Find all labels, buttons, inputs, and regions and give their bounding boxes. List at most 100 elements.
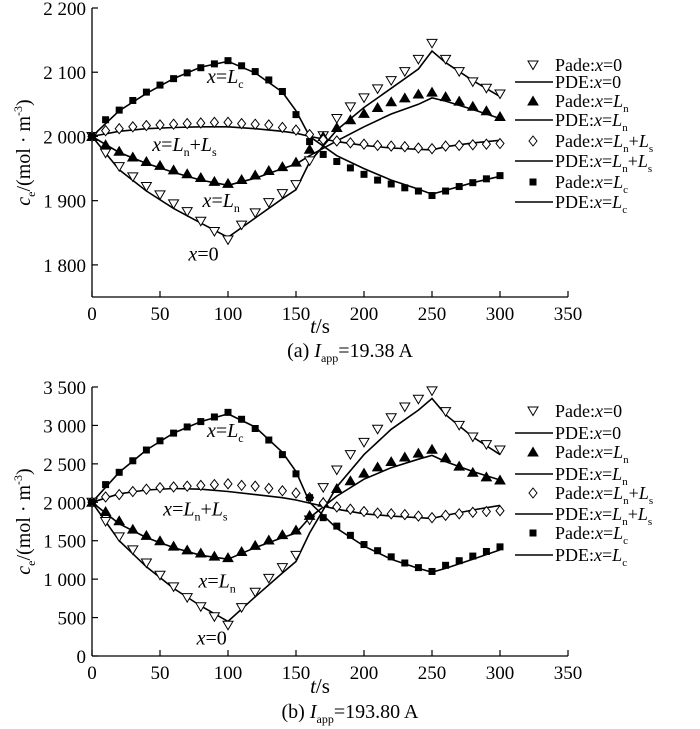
x-tick-label: 300 [486,663,515,684]
pade-markers-xLc [88,408,504,575]
y-axis-label: ce/(mol · m-3) [11,99,38,205]
pade-point-xLc [102,116,110,124]
pade-point-x0 [439,54,452,65]
legend-marker-xLn [527,446,539,457]
legend-entry-pde-xLc: PDE:x=Lc [555,192,627,216]
pade-point-xLnLs [100,491,111,503]
pade-point-xLnLs [182,117,192,130]
pade-point-x0 [290,180,302,191]
pade-point-x0 [113,532,126,543]
pade-point-xLn [249,169,262,180]
pade-point-xLc [251,425,259,433]
pade-point-xLc [482,175,490,183]
pade-point-xLn [194,172,207,183]
pade-point-xLc [265,436,273,444]
pade-point-xLnLs [318,497,328,509]
pade-point-xLc [496,543,504,551]
pade-point-xLc [129,96,137,104]
pade-point-xLnLs [209,478,220,491]
x-tick-label: 0 [87,663,97,684]
pade-point-xLnLs [236,479,247,492]
pade-point-xLn [412,88,425,99]
pade-point-x0 [181,207,194,218]
pade-point-xLc [170,75,178,83]
x-tick-label: 250 [418,304,447,325]
pade-point-xLc [183,423,191,431]
pade-point-xLnLs [400,508,410,521]
pade-point-xLnLs [427,142,437,155]
pade-point-x0 [439,407,452,418]
pade-point-xLnLs [468,506,478,519]
pade-markers-x0 [86,38,506,246]
pade-point-xLc [278,87,286,95]
pade-point-xLc [210,413,218,421]
pade-point-x0 [99,517,112,527]
pade-point-x0 [371,84,384,95]
pade-point-xLn [140,529,153,540]
pade-point-xLn [235,173,248,184]
pade-point-xLn [126,151,139,162]
pade-point-xLc [251,68,259,76]
pade-point-x0 [412,54,425,65]
pade-point-xLnLs [345,503,356,516]
pade-point-xLc [360,541,368,549]
pade-point-x0 [208,226,221,237]
pade-point-x0 [453,420,466,431]
pade-point-xLnLs [332,501,342,513]
pade-point-xLnLs [128,121,138,133]
pade-point-xLn [453,460,466,471]
pade-point-xLc [88,132,96,140]
pade-point-xLc [142,446,150,454]
pade-point-x0 [235,220,248,231]
pade-point-x0 [412,394,425,405]
pade-point-xLc [238,62,246,70]
pade-point-xLnLs [277,484,288,497]
x-tick-label: 50 [151,304,170,325]
pade-markers-xLc [88,57,504,200]
pade-point-xLnLs [168,118,179,131]
legend-entry-pde-x0: PDE:x=0 [555,423,621,443]
pade-point-xLn [154,535,166,546]
pade-point-xLn [426,86,438,97]
pade-point-xLn [222,177,234,188]
pade-point-xLn [167,164,180,175]
pade-markers-xLn [86,443,506,563]
pade-point-xLc [156,81,164,89]
pade-point-x0 [154,190,166,201]
pade-point-xLn [480,105,493,116]
pade-point-xLn [398,451,411,462]
pade-point-xLc [374,176,382,184]
pade-point-x0 [494,89,506,100]
pade-markers-xLn [86,86,506,188]
pade-point-xLc [469,179,477,187]
pade-point-xLn [466,100,479,111]
pade-point-xLnLs [359,138,369,150]
pade-point-xLnLs [291,124,301,136]
x-tick-label: 350 [554,663,583,684]
pade-point-xLnLs [372,507,383,519]
pade-point-xLc [170,429,178,437]
legend-entry-pade-xLc: Pade:x=Lc [555,523,628,547]
pade-point-x0 [126,172,139,183]
x-tick-label: 300 [486,304,515,325]
pade-point-xLnLs [291,487,301,499]
panel-caption: (b) Iapp=193.80 A [282,701,420,726]
pade-point-xLnLs [196,479,206,492]
pade-point-x0 [385,413,398,424]
curve-annotation: x=0 [187,243,218,265]
curve-annotation: x=0 [196,627,227,649]
pade-point-x0 [398,67,411,78]
pade-point-x0 [466,77,479,88]
pade-point-xLc [482,547,490,555]
legend-marker-x0 [527,60,539,71]
pade-point-xLc [414,564,422,572]
pade-point-xLn [208,550,221,561]
legend-marker-x0 [527,406,539,417]
pade-point-xLnLs [345,137,356,149]
pade-point-xLn [358,467,370,478]
pade-point-xLnLs [196,117,206,129]
pade-point-xLnLs [155,119,165,131]
pade-point-x0 [344,102,357,113]
pade-point-x0 [140,182,153,193]
pade-point-xLn [385,456,398,467]
